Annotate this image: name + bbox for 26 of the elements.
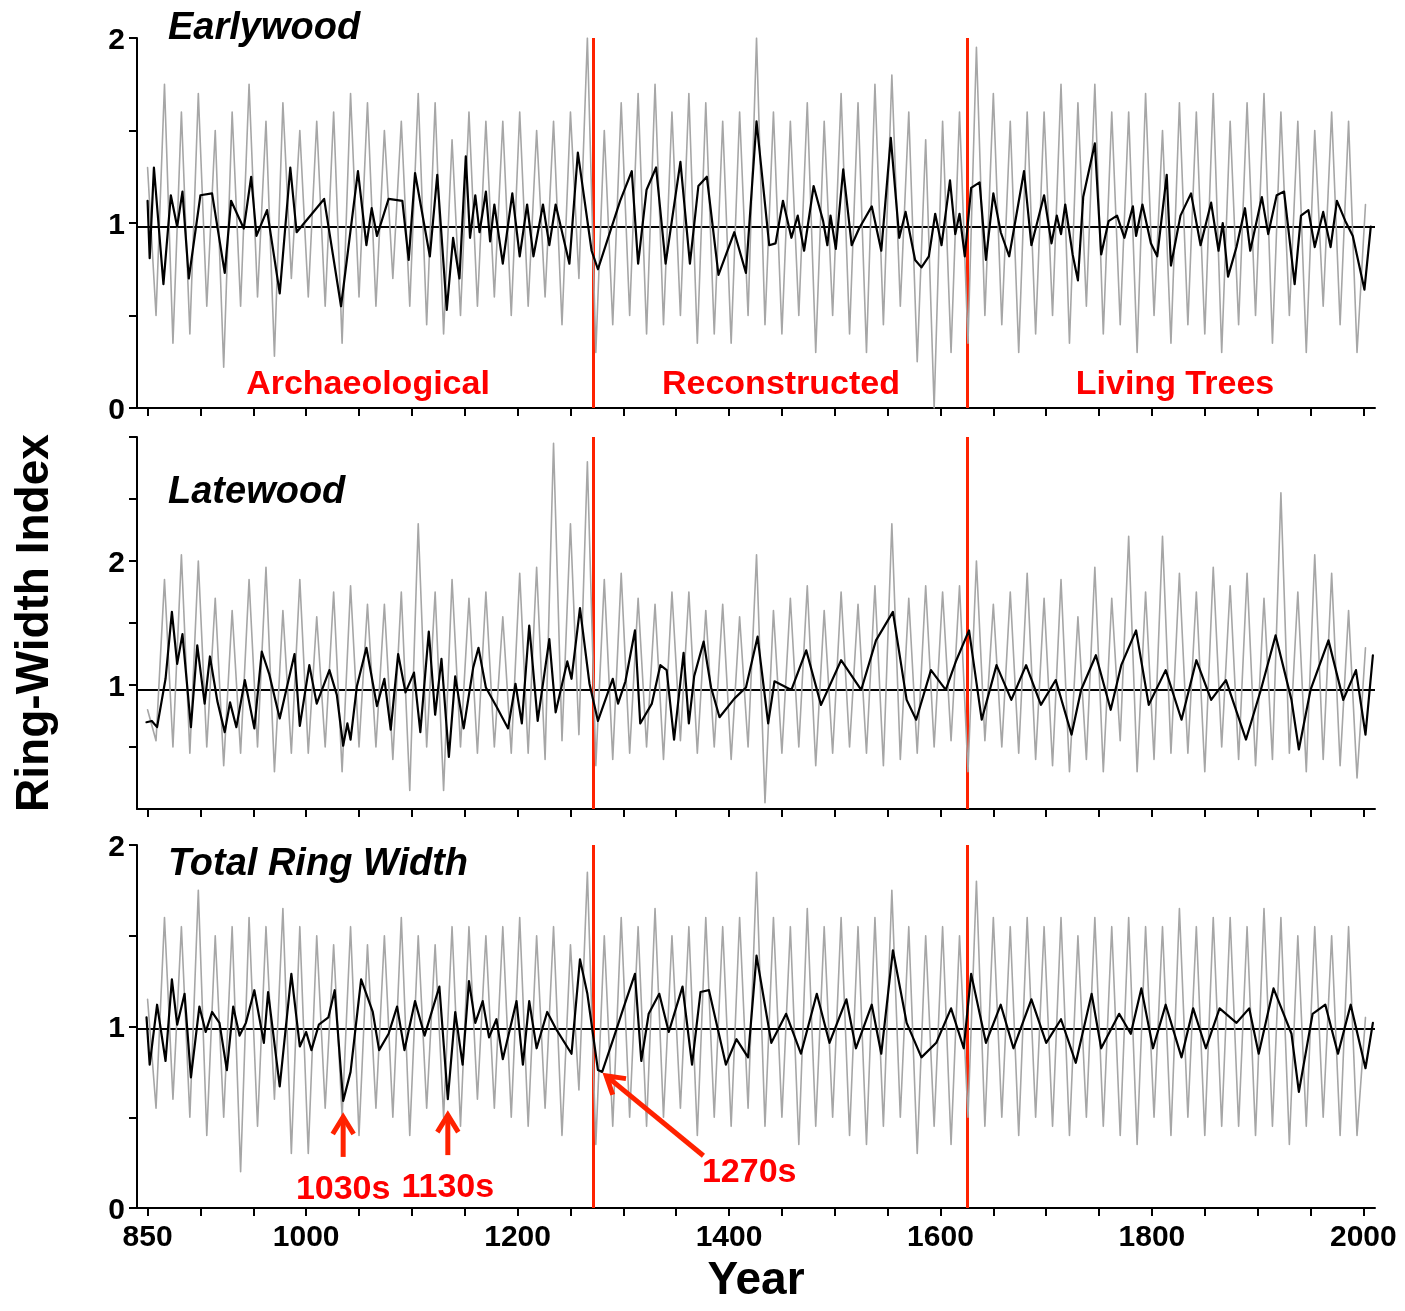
chart-title: Earlywood [168,5,361,47]
annotation: 1270s [701,1150,797,1189]
y-tick-label: 2 [108,21,125,55]
annotation: Archaeological [246,363,490,401]
text: Latewood [168,469,347,511]
y-axis-title: Ring-Width Index [6,433,58,812]
y-tick-label: 1 [108,1010,125,1043]
x-tick-label: 1600 [907,1218,974,1252]
annotation: Living Trees [1075,363,1275,401]
y-tick-label: 0 [108,1191,125,1225]
y-tick-label: 1 [108,206,125,240]
x-tick-label: 1200 [484,1218,551,1252]
annotation: 1130s [401,1166,495,1205]
x-tick-label: 1000 [272,1218,340,1252]
x-tick-label: 1800 [1118,1218,1186,1252]
x-tick-label: 2000 [1330,1218,1397,1252]
annotation: 1030s [295,1167,391,1206]
x-axis-title: Year [707,1251,805,1304]
chart-title: Total Ring Width [168,841,469,883]
y-tick-label: 0 [108,391,125,425]
x-tick-label: 850 [122,1218,173,1252]
x-tick-label: 1400 [695,1218,763,1252]
y-tick-label: 2 [108,544,125,578]
y-tick-label: 1 [108,668,125,702]
y-tick-label: 2 [108,828,125,862]
annotation: Reconstructed [661,363,901,401]
